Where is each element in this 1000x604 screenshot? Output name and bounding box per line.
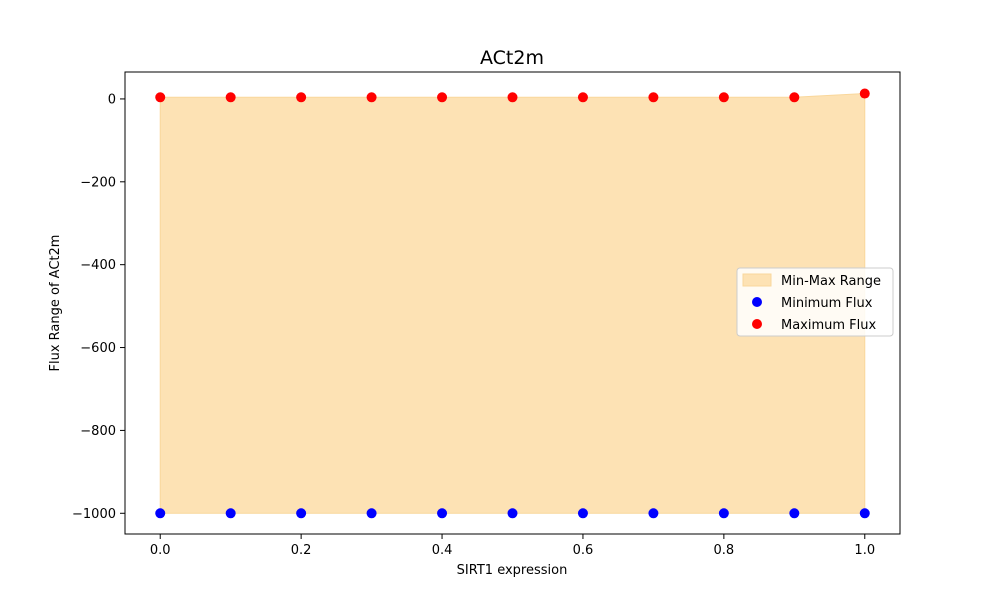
max-flux-point	[437, 92, 448, 103]
chart-title: ACt2m	[480, 47, 544, 69]
x-tick-label: 0.0	[150, 543, 171, 558]
x-tick-label: 0.8	[714, 543, 735, 558]
legend-label-min: Minimum Flux	[781, 296, 873, 311]
x-axis-ticks: 0.0 0.2 0.4 0.6 0.8 1.0	[150, 534, 875, 558]
min-flux-point	[366, 508, 377, 519]
axes-frame	[124, 71, 901, 535]
max-flux-point	[648, 92, 659, 103]
min-flux-point	[577, 508, 588, 519]
x-tick-label: 0.2	[291, 543, 312, 558]
max-flux-point	[577, 92, 588, 103]
y-axis-label: Flux Range of ACt2m	[48, 235, 63, 372]
min-flux-point	[437, 508, 448, 519]
x-tick-label: 1.0	[854, 543, 875, 558]
legend-label-max: Maximum Flux	[781, 318, 877, 333]
min-flux-point	[859, 508, 870, 519]
min-flux-point	[648, 508, 659, 519]
x-axis-label: SIRT1 expression	[457, 563, 568, 578]
legend-label-range: Min-Max Range	[781, 274, 881, 289]
max-flux-point	[296, 92, 307, 103]
x-tick-label: 0.4	[432, 543, 453, 558]
max-flux-point	[718, 92, 729, 103]
min-flux-point	[507, 508, 518, 519]
y-tick-label: −800	[80, 424, 116, 439]
max-flux-point	[155, 92, 166, 103]
legend: Min-Max Range Minimum Flux Maximum Flux	[736, 267, 894, 337]
y-tick-label: 0	[108, 92, 116, 107]
y-tick-label: −200	[80, 175, 116, 190]
min-flux-point	[296, 508, 307, 519]
min-flux-point	[718, 508, 729, 519]
legend-swatch-min	[752, 297, 762, 307]
plot-area	[155, 88, 870, 519]
max-flux-point	[366, 92, 377, 103]
min-flux-point	[789, 508, 800, 519]
max-flux-point	[789, 92, 800, 103]
y-tick-label: −1000	[72, 507, 116, 522]
x-tick-label: 0.6	[573, 543, 594, 558]
y-axis-ticks: 0 −200 −400 −600 −800 −1000	[72, 92, 125, 522]
y-tick-label: −400	[80, 258, 116, 273]
y-tick-label: −600	[80, 341, 116, 356]
max-flux-point	[507, 92, 518, 103]
min-flux-point	[225, 508, 236, 519]
max-flux-point	[225, 92, 236, 103]
max-flux-point	[859, 88, 870, 99]
legend-box	[736, 267, 894, 337]
legend-swatch-max	[752, 319, 762, 329]
legend-swatch-range	[742, 273, 772, 287]
min-flux-point	[155, 508, 166, 519]
